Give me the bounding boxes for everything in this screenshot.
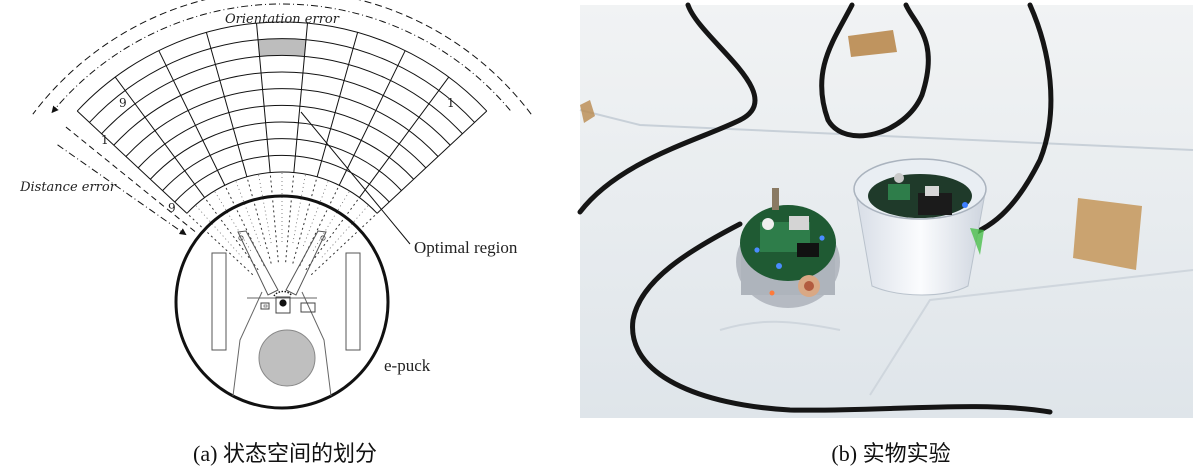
distance-start-number: 1 (101, 133, 109, 147)
cup-robot (853, 158, 987, 296)
caption-b: (b) 实物实验 (831, 441, 950, 466)
grid-arc (125, 88, 439, 157)
grid-radial (76, 110, 188, 214)
orientation-error-outer-arc (32, 0, 532, 115)
sensor-ray (310, 212, 378, 276)
grid-radial (359, 76, 450, 198)
open-robot (736, 188, 840, 308)
state-space-grid (76, 21, 488, 214)
grid-arc (89, 38, 475, 123)
sensor-ray (204, 197, 259, 271)
sensor-ray (292, 174, 306, 244)
panel-b-photo: (b) 实物实验 (577, 2, 1193, 466)
grid-arc (113, 71, 451, 146)
grid-arc (76, 21, 488, 112)
optimal-region-cell (258, 38, 306, 57)
grid-radial (316, 32, 359, 177)
sensor-ray (258, 174, 272, 244)
sensor-rays (186, 172, 378, 276)
optimal-region-label: Optimal region (414, 238, 518, 257)
sensor-ray (269, 172, 279, 263)
sensor-ray (312, 190, 350, 251)
sensor-ray (214, 190, 252, 251)
sensor-ray (285, 172, 295, 263)
e-puck-label: e-puck (384, 356, 431, 375)
sensor-ray (186, 212, 254, 276)
grid-arc (137, 104, 427, 169)
grid-radial (205, 32, 248, 177)
grid-radial (114, 76, 205, 198)
axis-arrows (32, 0, 532, 236)
grid-radial (256, 23, 271, 173)
grid-arc (186, 171, 378, 214)
sensor-ray (246, 176, 272, 264)
grid-arc (174, 154, 390, 203)
distance-error-arrow (57, 144, 187, 236)
optimal-region-leader (300, 111, 411, 245)
orientation-start-number: 9 (119, 96, 127, 110)
grid-arc (162, 138, 402, 191)
grid-arc (101, 54, 463, 135)
grid-radial (376, 110, 488, 214)
distance-end-number: 9 (168, 201, 176, 215)
grid-arc (149, 121, 415, 180)
orientation-end-number: 1 (447, 96, 455, 110)
grid-radial (158, 50, 226, 186)
caption-a: (a) 状态空间的划分 (193, 441, 377, 466)
sensor-ray (292, 176, 318, 264)
grid-radial (338, 50, 406, 186)
grid-radial (293, 23, 308, 173)
distance-error-label: Distance error (19, 180, 117, 195)
distance-error-guide (65, 126, 197, 234)
orientation-error-label: Orientation error (225, 12, 340, 27)
sensor-ray (305, 197, 360, 271)
panel-a-diagram: Orientation error Distance error 9 1 1 9… (19, 0, 532, 466)
e-puck-robot (174, 194, 390, 410)
